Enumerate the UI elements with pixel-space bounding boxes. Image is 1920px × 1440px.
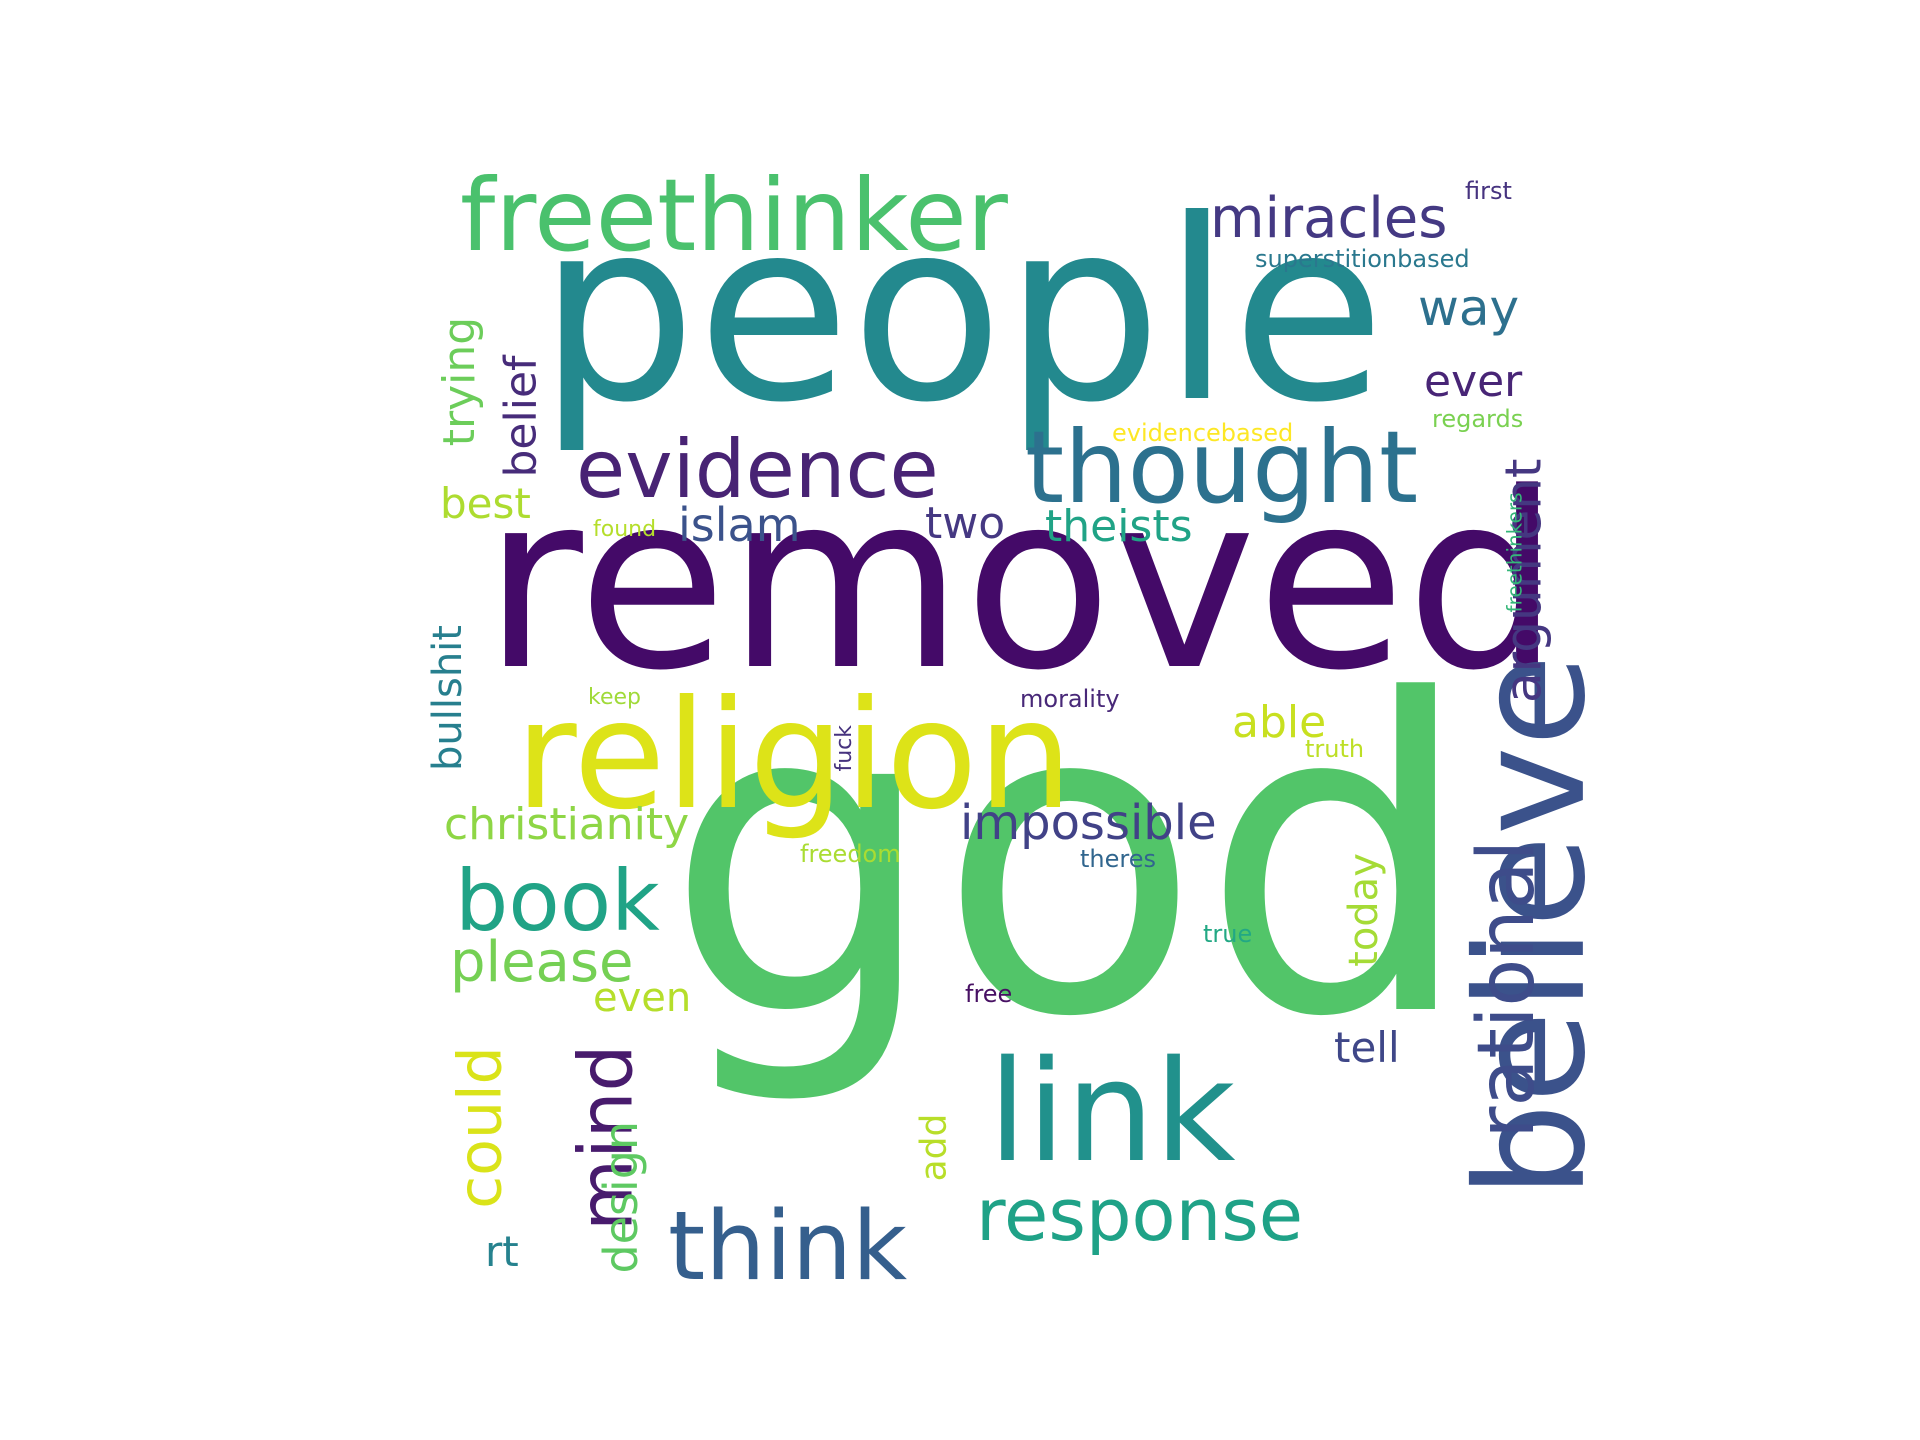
word-able: able: [1232, 697, 1327, 748]
word-impossible: impossible: [960, 795, 1217, 851]
word-freethinker: freethinker: [460, 157, 1008, 274]
word-regards: regards: [1432, 405, 1524, 433]
word-tell: tell: [1334, 1023, 1400, 1072]
word-morality: morality: [1020, 685, 1120, 713]
word-response: response: [976, 1173, 1304, 1257]
word-evidencebased: evidencebased: [1112, 419, 1294, 447]
word-keep: keep: [588, 685, 641, 710]
word-link: link: [988, 1031, 1236, 1194]
word-thought: thought: [1025, 409, 1419, 526]
word-theres: theres: [1080, 845, 1156, 873]
word-found: found: [593, 517, 657, 542]
word-please: please: [450, 930, 634, 995]
word-two: two: [925, 498, 1006, 549]
word-think: think: [668, 1192, 908, 1302]
word-could: could: [445, 1046, 516, 1209]
word-true: true: [1203, 920, 1253, 948]
word-fuck: fuck: [832, 724, 858, 772]
word-free: free: [965, 980, 1013, 1008]
word-today: today: [1340, 853, 1387, 967]
word-belief: belief: [495, 355, 547, 478]
word-christianity: christianity: [444, 799, 690, 850]
word-ever: ever: [1424, 356, 1523, 407]
word-truth: truth: [1305, 735, 1365, 763]
word-add: add: [913, 1113, 955, 1182]
word-bullshit: bullshit: [424, 625, 471, 771]
word-islam: islam: [678, 498, 801, 552]
word-god: god: [665, 611, 1474, 1111]
word-even: even: [593, 975, 692, 1021]
word-rational: rational: [1462, 839, 1553, 1139]
word-removed: removed: [483, 441, 1561, 724]
word-freedom: freedom: [800, 840, 901, 868]
word-book: book: [455, 852, 660, 950]
word-superstitionbased: superstitionbased: [1255, 245, 1470, 273]
word-trying: trying: [434, 316, 486, 447]
word-way: way: [1418, 279, 1520, 337]
word-evidence: evidence: [576, 423, 939, 516]
word-rt: rt: [485, 1227, 519, 1276]
word-religion: religion: [515, 669, 1073, 843]
word-people: people: [538, 166, 1386, 457]
word-first: first: [1465, 177, 1512, 205]
word-design: design: [594, 1120, 649, 1274]
word-theists: theists: [1045, 501, 1193, 552]
word-best: best: [440, 479, 531, 528]
word-miracles: miracles: [1210, 186, 1448, 251]
word-freethinkers: freethinkers: [1502, 492, 1527, 613]
